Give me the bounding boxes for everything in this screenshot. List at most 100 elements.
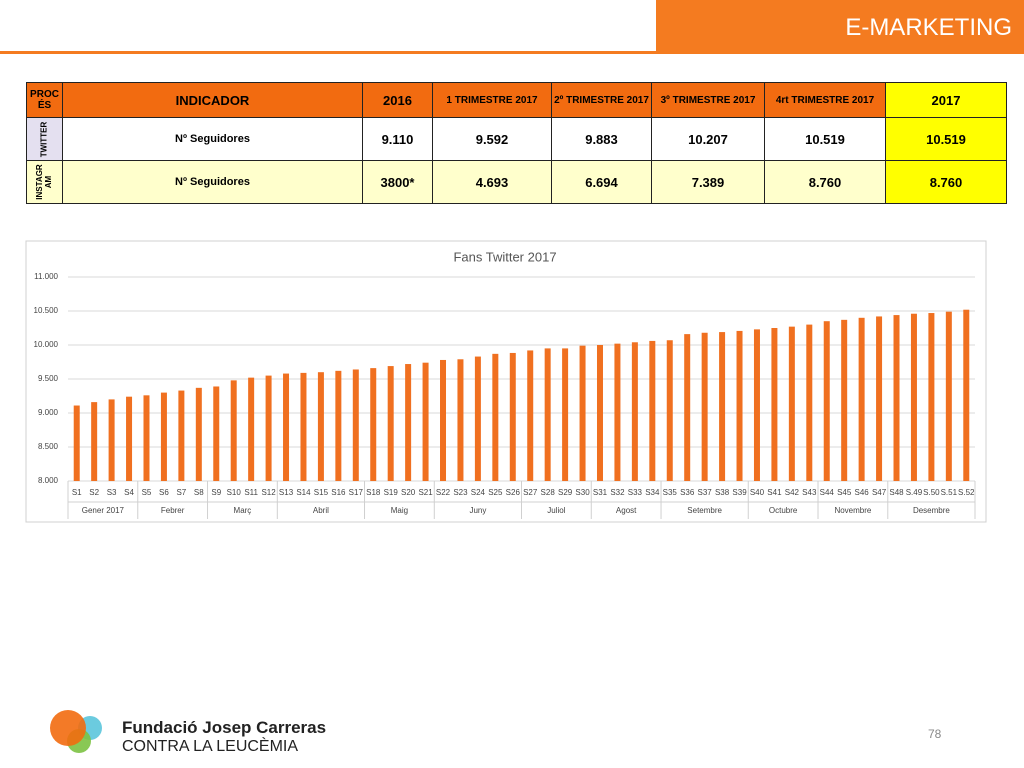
bar — [788, 326, 795, 481]
bar — [736, 330, 743, 481]
page-number: 78 — [928, 727, 942, 741]
bar — [422, 362, 429, 481]
org-name: Fundació Josep Carreras — [122, 718, 327, 737]
y-tick-label: 10.500 — [34, 306, 59, 315]
bar — [753, 329, 760, 481]
bar — [317, 372, 324, 481]
bar — [108, 399, 115, 481]
x-tick-label: S45 — [837, 488, 852, 497]
cell: 10.519 — [885, 117, 1007, 161]
cell: INSTAGR AM — [26, 160, 63, 204]
y-tick-label: 10.000 — [34, 340, 59, 349]
bar — [596, 345, 603, 481]
x-tick-label: S33 — [628, 488, 643, 497]
group-label: Març — [234, 506, 252, 515]
bar — [474, 356, 481, 481]
bar — [126, 396, 133, 481]
x-tick-label: S18 — [366, 488, 381, 497]
bar — [91, 402, 98, 481]
x-tick-label: S11 — [244, 488, 258, 497]
chart-title: Fans Twitter 2017 — [453, 249, 556, 264]
x-tick-label: S24 — [471, 488, 486, 497]
header-cell: PROC ÉS — [26, 82, 63, 118]
bar — [841, 319, 848, 481]
bar — [876, 316, 883, 481]
y-tick-label: 8.000 — [38, 476, 59, 485]
logo — [50, 710, 102, 753]
cell: Nº Seguidores — [62, 160, 363, 204]
body-row: INSTAGR AM Nº Seguidores 3800* 4.693 6.694 7.… — [26, 160, 1007, 204]
x-tick-label: S41 — [767, 488, 782, 497]
bar — [160, 392, 167, 481]
bar — [178, 390, 185, 481]
x-tick-label: S6 — [159, 488, 169, 497]
group-label: Juliol — [547, 506, 565, 515]
bar — [440, 359, 447, 481]
bar — [527, 350, 534, 481]
indicator-table: PROC ÉS INDICADOR 2016 1 TRIMESTRE 2017 2º T… — [26, 82, 1007, 204]
cell: 6.694 — [551, 160, 652, 204]
cell: 9.883 — [551, 117, 652, 161]
x-tick-label: S38 — [715, 488, 730, 497]
x-tick-label: S48 — [889, 488, 904, 497]
cell: 10.519 — [764, 117, 886, 161]
cell: 10.207 — [651, 117, 765, 161]
x-tick-label: S28 — [541, 488, 556, 497]
bar — [649, 340, 656, 481]
bar — [928, 313, 935, 481]
bar — [562, 348, 569, 481]
bar — [492, 353, 499, 481]
chart-frame — [25, 240, 987, 523]
cell: 8.760 — [885, 160, 1007, 204]
bar — [701, 332, 708, 481]
x-tick-label: S7 — [176, 488, 186, 497]
bar — [457, 359, 464, 481]
x-tick-label: S46 — [855, 488, 870, 497]
bar — [352, 369, 359, 481]
x-tick-label: S35 — [663, 488, 678, 497]
bar — [230, 380, 237, 481]
x-tick-label: S25 — [488, 488, 503, 497]
bar — [893, 315, 900, 481]
header-rule — [0, 51, 1024, 54]
x-tick-label: S19 — [384, 488, 399, 497]
bar — [631, 342, 638, 481]
x-tick-label: S44 — [820, 488, 835, 497]
bar — [143, 395, 150, 481]
x-tick-label: S26 — [506, 488, 521, 497]
bar — [579, 345, 586, 481]
header-cell: 1 TRIMESTRE 2017 — [432, 82, 552, 118]
bar — [719, 332, 726, 481]
cell: Nº Seguidores — [62, 117, 363, 161]
bar — [910, 313, 917, 481]
bar — [213, 386, 220, 481]
bar — [370, 368, 377, 481]
group-label: Juny — [469, 506, 486, 515]
bar — [823, 321, 830, 481]
group-label: Febrer — [161, 506, 185, 515]
group-label: Gener 2017 — [82, 506, 125, 515]
x-tick-label: S36 — [680, 488, 695, 497]
bar — [405, 364, 412, 481]
x-tick-label: S5 — [142, 488, 152, 497]
header-cell: 4rt TRIMESTRE 2017 — [764, 82, 886, 118]
header-row: PROC ÉS INDICADOR 2016 1 TRIMESTRE 2017 2º T… — [26, 82, 1007, 118]
bar — [666, 340, 673, 481]
group-label: Desembre — [913, 506, 950, 515]
group-label: Octubre — [769, 506, 798, 515]
x-tick-label: S27 — [523, 488, 538, 497]
x-tick-label: S12 — [261, 488, 276, 497]
bar — [335, 370, 342, 481]
x-tick-label: S42 — [785, 488, 800, 497]
bar — [73, 405, 80, 481]
x-tick-label: S.52 — [958, 488, 975, 497]
x-tick-label: S.50 — [923, 488, 940, 497]
group-label: Maig — [391, 506, 408, 515]
x-tick-label: S37 — [698, 488, 713, 497]
bar — [945, 311, 952, 481]
group-label: Setembre — [687, 506, 722, 515]
process-label: INSTAGR AM — [35, 164, 53, 200]
bar — [248, 377, 255, 481]
x-tick-label: S43 — [802, 488, 817, 497]
